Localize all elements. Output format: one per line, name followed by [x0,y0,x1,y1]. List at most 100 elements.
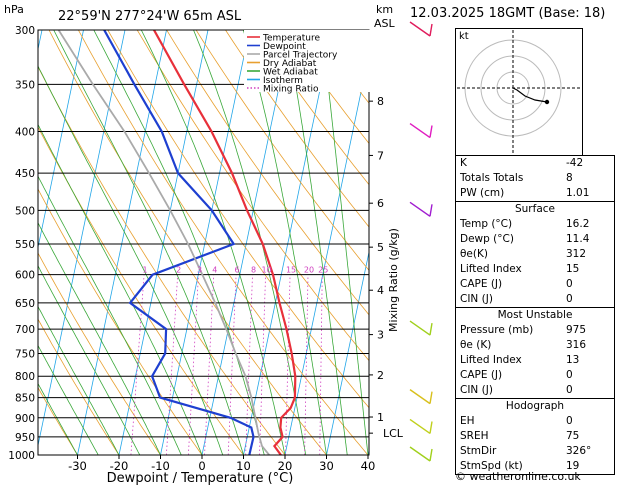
mixing-ratio-label: 25 [318,266,328,275]
km-tick-label: 3 [377,329,384,342]
mixing-ratio-line [187,274,199,455]
dry-adiabat-line [373,30,456,455]
surface-row: CAPE (J) 0 [456,277,614,292]
km-tick-label: 5 [377,241,384,254]
row-label: Pressure (mb) [460,324,534,336]
x-axis-label: Dewpoint / Temperature (°C) [107,471,294,486]
indices-panel: K -42 Totals Totals 8 PW (cm) 1.01 Surfa… [455,155,615,475]
isotherm-line [77,30,167,455]
km-tick-label: 2 [377,369,384,382]
row-value: 975 [566,324,587,336]
hodograph-table-row: StmSpd (kt) 19 [456,459,614,474]
wind-barb [409,201,431,217]
dry-adiabat-line [38,318,120,455]
pressure-tick-label: 800 [15,371,35,383]
most-unstable-row: CIN (J) 0 [456,383,614,398]
temperature-tick-label: -10 [151,459,170,473]
copyright-footer: © weatheronline.co.uk [455,470,581,483]
wind-barb [409,418,431,435]
row-label: CIN (J) [460,293,493,305]
pressure-tick-label: 550 [15,239,35,251]
isotherm-line [160,30,250,455]
most-unstable-section: Most Unstable Pressure (mb) 975 θe (K) 316 L… [456,307,614,398]
isotherm-line [38,30,126,448]
row-value: 16.2 [566,218,590,230]
wind-barb-flag [429,125,433,138]
pressure-tick-label: 300 [15,25,35,37]
row-value: 326° [566,445,592,457]
pressure-tick-label: 400 [15,127,35,139]
isotherm-line [38,30,84,250]
km-tick-label: 4 [377,284,384,297]
temperature-tick-label: 0 [198,459,205,473]
mixing-ratio-line [165,274,179,455]
most-unstable-row: Pressure (mb) 975 [456,323,614,338]
temperature-tick-label: -30 [68,459,87,473]
mixing-ratio-labels: 1 2 3 4 6 8 10 15 20 25 [143,266,329,275]
mixing-ratio-line [204,274,215,455]
k-index-row: K -42 [456,156,614,171]
row-label: SREH [460,430,489,442]
wind-barb [409,21,431,37]
asl-label: ASL [374,17,396,30]
wind-barb-flag [429,391,433,404]
pw-value: 1.01 [566,187,590,199]
hodograph-section: Hodograph EH 0 SREH 75 StmDir 326° StmSpd (kt)… [456,398,614,474]
temperature-line [153,30,297,455]
surface-title: Surface [514,203,555,215]
dry-adiabat-line [254,30,369,186]
km-label: km [376,3,393,16]
mixing-ratio-label: 10 [261,266,271,275]
row-value: 312 [566,248,587,260]
surface-row: Lifted Index 15 [456,262,614,277]
wet-adiabat-line [38,344,99,455]
row-value: 0 [566,278,573,290]
hodograph-end-point [544,99,550,105]
surface-row: θe(K) 312 [456,247,614,262]
row-value: 15 [566,263,580,275]
km-tick-label: 6 [377,197,384,210]
row-value: 11.4 [566,233,590,245]
wind-barb [409,320,431,336]
isotherm-line [118,30,209,455]
legend-background [244,30,370,92]
surface-section: Surface Temp (°C) 16.2 Dewp (°C) 11.4 θe(K) 3… [456,201,614,307]
hodograph-table-row: EH 0 [456,414,614,429]
temperature-tick-label: 40 [361,459,376,473]
hodograph-kt-label: kt [459,31,469,42]
legend-entry: Mixing Ratio [263,85,319,95]
k-index-value: -42 [566,157,584,169]
totals-totals-label: Totals Totals [460,172,524,184]
isotherm-line [326,250,369,455]
row-label: Temp (°C) [460,218,513,230]
temperature-tick-label: -20 [110,459,129,473]
row-value: 13 [566,354,580,366]
datetime-label: 12.03.2025 18GMT (Base: 18) [410,6,606,21]
mixing-ratio-label: 3 [197,266,202,275]
plot-frame [37,29,370,456]
isotherm-line [410,30,456,455]
mixing-ratio-label: 6 [235,266,240,275]
pressure-tick-label: 500 [15,205,35,217]
pressure-tick-label: 750 [15,348,35,360]
row-label: StmDir [460,445,497,457]
pressure-tick-label: 650 [15,298,35,310]
chart-title: 22°59'N 277°24'W 65m ASL [58,9,242,24]
km-tick-label: 1 [377,411,384,424]
mixing-ratio-line [285,274,291,455]
mixing-ratio-label: 8 [251,266,256,275]
row-label: StmSpd (kt) [460,460,523,472]
row-value: 0 [566,293,573,305]
pressure-tick-label: 900 [15,413,35,425]
dry-adiabat-line [313,30,369,104]
wet-adiabat-line [38,305,120,455]
row-label: Dewp (°C) [460,233,514,245]
row-label: Lifted Index [460,263,522,275]
isotherm-line [243,30,333,455]
dry-adiabat-line [195,30,369,271]
pw-row: PW (cm) 1.01 [456,186,614,201]
hodograph-plot [457,30,581,154]
totals-totals-row: Totals Totals 8 [456,171,614,186]
pressure-tick-label: 350 [15,79,35,91]
